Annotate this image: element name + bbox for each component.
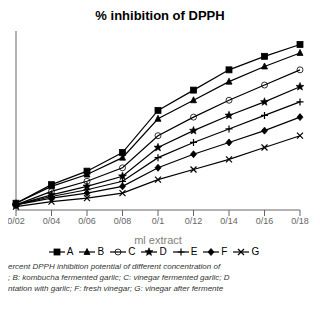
svg-text:0/02: 0/02 [8, 216, 25, 226]
html-text:ercent DPPH inhibition potenti: ercent DPPH inhibition potential of diff… [8, 262, 221, 271]
html-text:G: G [251, 246, 260, 257]
svg-text:0/12: 0/12 [185, 216, 203, 226]
html-text:ntation with garlic; F: fresh: ntation with garlic; F: fresh vinegar; G… [8, 284, 224, 293]
html-text:A: A [66, 246, 74, 257]
svg-text:0/16: 0/16 [256, 216, 274, 226]
html-text:F: F [221, 246, 228, 257]
svg-text:0/18: 0/18 [291, 216, 309, 226]
html-text:E: E [190, 246, 198, 257]
html-text:B: B [97, 246, 105, 257]
html-text:D: D [159, 246, 167, 257]
svg-text:0/14: 0/14 [220, 216, 238, 226]
svg-text:0/1: 0/1 [152, 216, 165, 226]
svg-text:0/04: 0/04 [43, 216, 61, 226]
svg-text:0/08: 0/08 [114, 216, 132, 226]
html-text:; B: kombucha fermented garlic: ; B: kombucha fermented garlic; C: vineg… [8, 273, 230, 282]
html-text:% inhibition of DPPH: % inhibition of DPPH [95, 8, 225, 23]
html-text:C: C [128, 246, 136, 257]
svg-text:0/06: 0/06 [78, 216, 96, 226]
svg-text:ml extract: ml extract [134, 234, 182, 246]
